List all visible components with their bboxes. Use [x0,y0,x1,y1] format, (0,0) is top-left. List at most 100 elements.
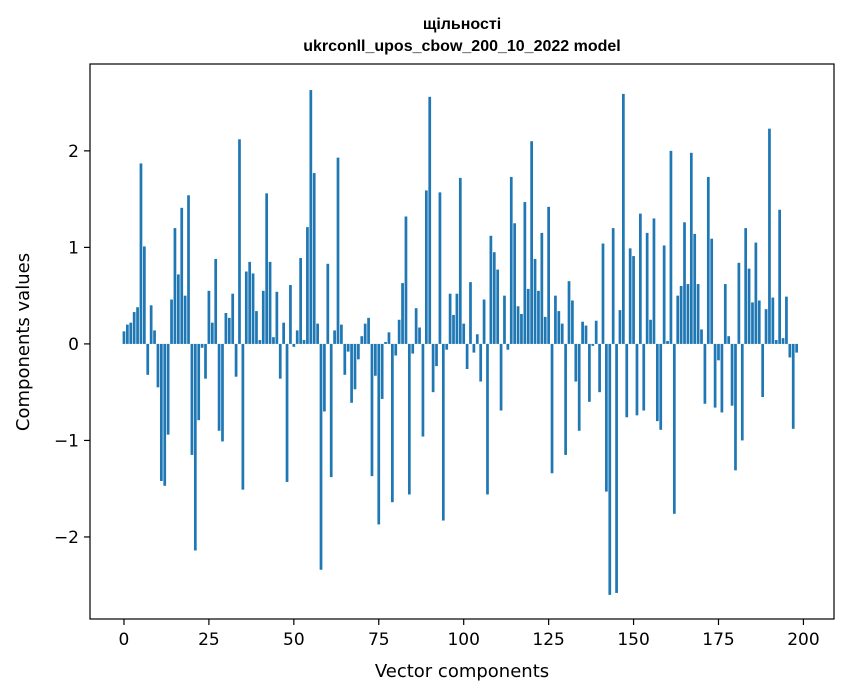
bar-component-197 [791,343,795,429]
bar-component-53 [302,340,306,344]
y-tick-label: 2 [68,142,79,162]
bar-component-104 [475,334,479,344]
bar-component-195 [785,296,788,344]
bar-component-8 [149,305,153,344]
bar-component-24 [204,343,207,379]
x-tick-label: 25 [198,630,220,650]
bar-component-143 [608,343,612,595]
bar-component-175 [717,343,720,361]
bar-component-38 [251,273,255,344]
bar-component-127 [554,295,557,344]
bar-component-109 [492,252,496,344]
bar-component-168 [693,233,697,344]
y-axis-ticks: −2 −1 0 1 2 [54,142,90,548]
bar-component-118 [523,202,527,344]
bar-component-184 [747,268,751,344]
bar-component-123 [540,232,544,344]
bar-component-142 [605,343,608,492]
bar-component-91 [431,343,435,393]
bar-component-79 [391,343,394,503]
bar-component-139 [594,320,598,344]
bar-component-156 [652,218,656,344]
x-tick-label: 175 [702,630,734,650]
bar-component-44 [272,337,275,344]
bar-component-128 [557,311,561,344]
bar-component-7 [146,343,150,375]
bar-component-15 [173,228,177,344]
bar-component-171 [703,343,707,404]
x-tick-label: 0 [119,630,130,650]
bar-component-165 [683,222,686,344]
bar-component-99 [458,177,462,344]
bar-component-157 [655,343,659,422]
bar-component-166 [686,284,690,344]
bar-component-158 [659,343,663,430]
bar-component-119 [526,288,530,344]
bar-component-63 [336,157,340,344]
bar-component-67 [350,343,353,403]
bar-component-10 [156,343,160,388]
bar-component-152 [639,213,642,344]
bar-component-51 [295,330,299,344]
bar-component-86 [414,308,418,344]
bar-component-137 [588,343,591,402]
x-tick-label: 50 [283,630,305,650]
bar-component-140 [598,343,601,393]
bar-component-22 [197,343,201,421]
x-tick-label: 200 [787,630,819,650]
bar-component-9 [153,330,156,344]
bar-component-72 [367,317,370,344]
x-tick-label: 75 [368,630,390,650]
bar-component-87 [418,327,421,344]
bar-component-177 [723,284,727,344]
bar-component-23 [200,343,204,348]
bar-component-52 [299,258,302,344]
bar-component-160 [666,341,669,344]
bar-component-48 [285,343,289,482]
bar-component-80 [394,343,398,356]
bar-component-68 [353,343,357,390]
bar-component-69 [357,343,360,360]
bar-component-130 [564,343,567,455]
bar-component-61 [329,343,333,478]
bar-component-188 [761,343,765,397]
bar-component-181 [737,262,741,344]
bar-component-161 [669,150,673,344]
bar-component-93 [438,192,442,344]
y-tick-label: −2 [54,528,79,548]
bar-component-29 [221,343,224,442]
bar-component-163 [676,295,680,344]
bar-component-2 [129,322,133,344]
bar-component-95 [445,343,449,350]
bar-component-180 [734,343,737,471]
bar-component-25 [207,290,211,344]
bar-component-47 [282,322,285,344]
bar-component-145 [615,343,618,593]
bar-component-141 [601,243,605,344]
bar-component-183 [744,228,748,344]
bar-component-110 [496,269,500,344]
bar-component-131 [567,281,571,344]
bar-component-193 [778,209,781,344]
bar-component-170 [700,329,703,344]
bar-component-96 [448,293,452,344]
bar-component-31 [227,317,231,344]
bar-component-182 [740,343,744,441]
bar-component-11 [159,343,163,481]
bar-component-84 [407,343,411,495]
bar-component-147 [622,93,625,344]
bar-component-173 [710,238,714,344]
bar-component-3 [132,312,136,344]
bar-component-102 [469,282,472,344]
bar-component-34 [238,139,241,344]
x-tick-label: 150 [617,630,649,650]
bar-component-60 [326,263,330,344]
bar-component-94 [441,343,445,521]
bar-component-90 [428,96,432,344]
bar-component-122 [537,290,540,344]
bar-component-154 [645,232,649,344]
bar-component-32 [231,293,235,344]
bar-component-189 [764,309,768,344]
bar-component-82 [401,283,404,344]
bar-component-196 [788,343,792,358]
